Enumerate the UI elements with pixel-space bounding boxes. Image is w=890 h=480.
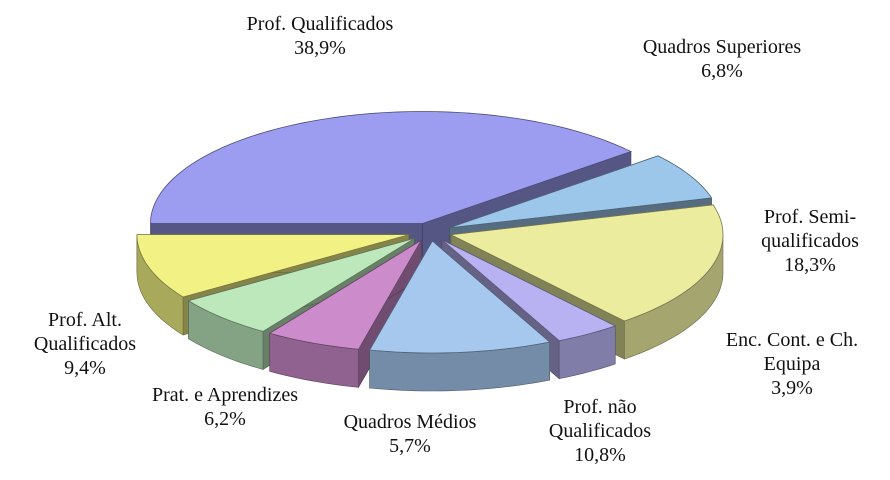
pie-slice bbox=[369, 240, 551, 354]
slice-label: Prof. não Qualificados 10,8% bbox=[535, 395, 665, 467]
pie-slice bbox=[449, 204, 724, 322]
pie-slice bbox=[449, 155, 713, 229]
slice-label: Prof. Semi-qualificados 18,3% bbox=[750, 205, 870, 277]
slice-label: Enc. Cont. e Ch. Equipa 3,9% bbox=[707, 328, 877, 400]
pie-slice bbox=[150, 111, 633, 224]
category-label: Prof. Alt. Qualificados bbox=[33, 309, 137, 355]
value-label: 18,3% bbox=[784, 254, 836, 276]
category-label: Enc. Cont. e Ch. Equipa bbox=[725, 329, 859, 375]
value-label: 9,4% bbox=[64, 357, 106, 379]
slice-label: Quadros Superiores 6,8% bbox=[602, 35, 842, 83]
slice-label: Prof. Qualificados 38,9% bbox=[190, 12, 450, 60]
category-label: Quadros Superiores bbox=[642, 36, 802, 58]
category-label: Prat. e Aprendizes bbox=[151, 384, 299, 406]
value-label: 38,9% bbox=[294, 37, 346, 59]
category-label: Prof. não Qualificados bbox=[548, 396, 652, 442]
category-label: Quadros Médios bbox=[343, 411, 477, 433]
category-label: Prof. Qualificados bbox=[246, 13, 394, 35]
pie-slice bbox=[268, 239, 422, 350]
value-label: 10,8% bbox=[574, 444, 626, 466]
slice-label: Quadros Médios 5,7% bbox=[310, 410, 510, 458]
category-label: Prof. Semi-qualificados bbox=[761, 206, 859, 252]
slice-label: Prat. e Aprendizes 6,2% bbox=[115, 383, 335, 431]
value-label: 5,7% bbox=[389, 435, 431, 457]
value-label: 6,8% bbox=[701, 60, 743, 82]
pie-slice bbox=[136, 234, 410, 298]
pie-slice bbox=[187, 238, 415, 332]
pie-slice bbox=[441, 239, 617, 342]
slice-label: Prof. Alt. Qualificados 9,4% bbox=[20, 308, 150, 380]
value-label: 3,9% bbox=[771, 377, 813, 399]
value-label: 6,2% bbox=[204, 408, 246, 430]
